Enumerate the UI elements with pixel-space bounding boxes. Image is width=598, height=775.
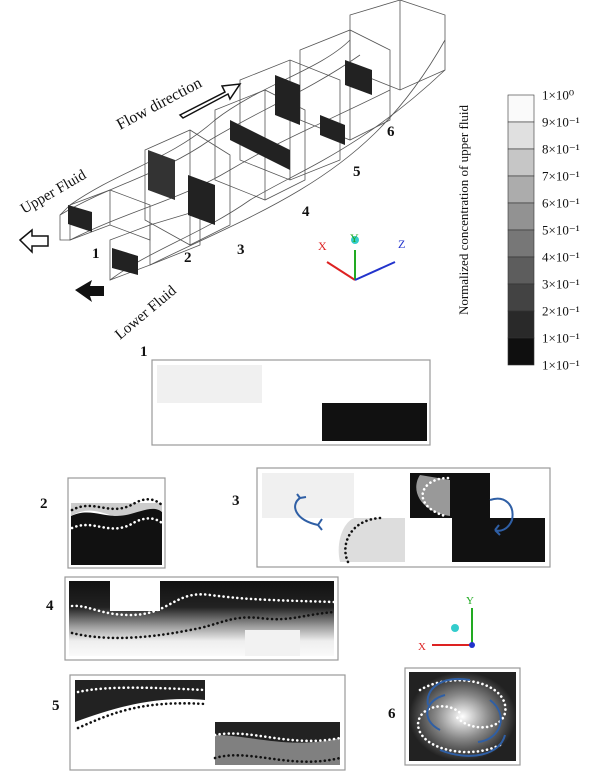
colorbar-swatch xyxy=(508,311,534,338)
inset-axis-triad-part xyxy=(469,642,475,648)
panel-label: 6 xyxy=(388,706,396,722)
panel-label: 5 xyxy=(52,698,60,714)
axis-triad-part xyxy=(355,262,395,280)
colorbar-swatch xyxy=(508,338,534,365)
upper-arrow xyxy=(20,230,48,252)
section-number: 5 xyxy=(353,164,361,180)
panel-label: 4 xyxy=(46,598,54,614)
colorbar-label: 4×10⁻¹ xyxy=(542,250,580,265)
colorbar-label: 5×10⁻¹ xyxy=(542,223,580,238)
flow-label: Flow direction xyxy=(114,75,205,134)
panel-label: 3 xyxy=(232,493,240,509)
channel-wireframe-part xyxy=(70,40,445,280)
axis-label: X xyxy=(318,239,327,253)
panel-region xyxy=(245,630,300,656)
colorbar-label: 3×10⁻¹ xyxy=(542,277,580,292)
channel-wireframe-part xyxy=(188,175,215,225)
section-number: 1 xyxy=(92,246,100,262)
axis-label: Y xyxy=(350,231,359,245)
colorbar-label: 6×10⁻¹ xyxy=(542,196,580,211)
panel-region xyxy=(322,403,427,441)
channel-wireframe-part xyxy=(230,120,290,170)
colorbar-swatch xyxy=(508,203,534,230)
panel-region xyxy=(262,473,354,518)
channel-wireframe xyxy=(60,0,445,280)
axis-triad-part xyxy=(327,262,355,280)
lower-label: Lower Fluid xyxy=(112,283,180,344)
section-number: 4 xyxy=(302,204,310,220)
inset-axis-triad-part xyxy=(451,624,459,632)
colorbar-swatch xyxy=(508,257,534,284)
channel-wireframe-part xyxy=(112,248,138,275)
panel-region xyxy=(157,365,262,403)
axis-label: X xyxy=(418,641,426,653)
colorbar xyxy=(508,95,534,365)
panel-label: 2 xyxy=(40,496,48,512)
axis-triad xyxy=(327,236,395,280)
channel-wireframe-part xyxy=(320,115,345,145)
channel-wireframe-part xyxy=(68,205,92,232)
axis-label: Z xyxy=(398,237,405,251)
lower-arrow xyxy=(75,280,104,302)
colorbar-swatch xyxy=(508,176,534,203)
channel-wireframe-part xyxy=(148,150,175,200)
colorbar-label: 1×10⁰ xyxy=(542,88,574,103)
colorbar-label: 1×10⁻¹ xyxy=(542,358,580,373)
colorbar-label: 8×10⁻¹ xyxy=(542,142,580,157)
colorbar-label: 1×10⁻¹ xyxy=(542,331,580,346)
colorbar-swatch xyxy=(508,95,534,122)
colorbar-label: 2×10⁻¹ xyxy=(542,304,580,319)
colorbar-label: 7×10⁻¹ xyxy=(542,169,580,184)
colorbar-swatch xyxy=(508,122,534,149)
axis-label: Y xyxy=(466,595,474,607)
colorbar-swatch xyxy=(508,284,534,311)
colorbar-labels: 1×10⁰ 9×10⁻¹ 8×10⁻¹ 7×10⁻¹ 6×10⁻¹ 5×10⁻¹ 4×10⁻… xyxy=(542,88,580,373)
colorbar-swatch xyxy=(508,149,534,176)
section-number: 6 xyxy=(387,124,395,140)
panel-label: 1 xyxy=(140,344,148,360)
section-number: 2 xyxy=(184,250,192,266)
channel-wireframe-part xyxy=(345,60,372,95)
colorbar-title: Normalized concentration of upper fluid xyxy=(456,104,471,315)
section-number: 3 xyxy=(237,242,245,258)
colorbar-swatch xyxy=(508,230,534,257)
channel-wireframe-part xyxy=(60,40,445,265)
inset-axis-triad xyxy=(432,608,475,648)
channel-wireframe-part xyxy=(275,75,300,125)
panel-region xyxy=(110,581,160,611)
figure: Flow direction Upper Fluid Lower Fluid 1… xyxy=(0,0,598,775)
panel-region xyxy=(452,518,545,562)
colorbar-label: 9×10⁻¹ xyxy=(542,115,580,130)
panel-region xyxy=(339,518,405,562)
